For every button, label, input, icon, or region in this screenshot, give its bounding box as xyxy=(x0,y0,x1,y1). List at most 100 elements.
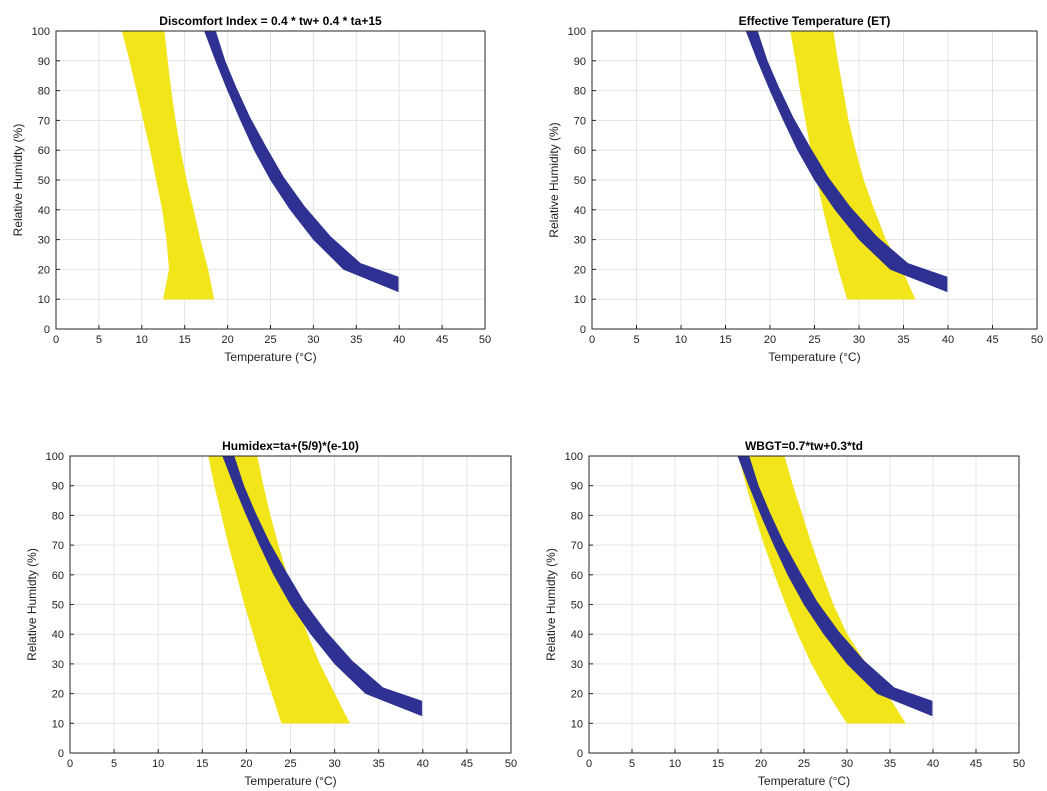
x-tick-label: 40 xyxy=(942,334,954,346)
y-tick-label: 60 xyxy=(571,570,583,582)
x-tick-label: 15 xyxy=(196,758,208,770)
y-tick-label: 90 xyxy=(38,56,50,68)
comfort-band-yellow xyxy=(208,455,351,724)
chart-panel-4: 0 5 10 15 20 25 30 35 40 45 50 0 10 20 30 40 50 60 70 80 90 1… xyxy=(544,439,1025,788)
x-tick-label: 50 xyxy=(1031,334,1043,346)
y-tick-label: 80 xyxy=(38,86,50,98)
y-tick-label: 70 xyxy=(38,115,50,127)
y-tick-label: 90 xyxy=(571,481,583,493)
x-tick-label: 25 xyxy=(264,334,276,346)
y-axis-label: Relative Humidty (%) xyxy=(11,124,25,237)
y-tick-label: 10 xyxy=(38,294,50,306)
y-tick-label: 100 xyxy=(32,26,50,38)
x-tick-label: 30 xyxy=(307,334,319,346)
y-tick-label: 40 xyxy=(38,205,50,217)
y-tick-label: 60 xyxy=(574,145,586,157)
y-tick-label: 0 xyxy=(58,748,64,760)
y-tick-label: 40 xyxy=(571,629,583,641)
chart-title: Discomfort Index = 0.4 * tw+ 0.4 * ta+15 xyxy=(159,14,382,28)
x-axis-label: Temperature (°C) xyxy=(758,774,850,788)
x-tick-label: 0 xyxy=(67,758,73,770)
chart-panel-3: 0 5 10 15 20 25 30 35 40 45 50 0 10 20 30 40 50 60 70 80 90 1… xyxy=(25,439,517,788)
x-tick-label: 10 xyxy=(152,758,164,770)
y-axis-label: Relative Humidty (%) xyxy=(25,548,39,661)
y-tick-label: 70 xyxy=(52,540,64,552)
x-tick-label: 0 xyxy=(589,334,595,346)
y-tick-label: 10 xyxy=(571,718,583,730)
comfort-band-yellow xyxy=(121,30,215,300)
y-tick-label: 70 xyxy=(571,540,583,552)
y-axis-label: Relative Humidty (%) xyxy=(544,548,558,661)
x-tick-label: 10 xyxy=(675,334,687,346)
y-tick-label: 0 xyxy=(44,324,50,336)
x-tick-label: 20 xyxy=(240,758,252,770)
x-tick-label: 5 xyxy=(96,334,102,346)
y-tick-label: 80 xyxy=(574,86,586,98)
chart-title: Humidex=ta+(5/9)*(e-10) xyxy=(222,439,359,453)
y-tick-label: 50 xyxy=(574,175,586,187)
x-tick-label: 25 xyxy=(808,334,820,346)
x-tick-label: 35 xyxy=(884,758,896,770)
y-tick-label: 50 xyxy=(38,175,50,187)
y-tick-label: 80 xyxy=(52,510,64,522)
x-tick-label: 25 xyxy=(798,758,810,770)
y-tick-label: 20 xyxy=(574,264,586,276)
y-tick-label: 80 xyxy=(571,510,583,522)
x-tick-label: 35 xyxy=(350,334,362,346)
x-tick-label: 15 xyxy=(719,334,731,346)
x-tick-label: 10 xyxy=(136,334,148,346)
y-tick-label: 60 xyxy=(38,145,50,157)
x-tick-label: 35 xyxy=(897,334,909,346)
x-tick-label: 30 xyxy=(853,334,865,346)
y-tick-label: 60 xyxy=(52,570,64,582)
chart-panel-1: 0 5 10 15 20 25 30 35 40 45 50 0 10 20 30 40 50 60 70 80 90 1… xyxy=(11,14,491,364)
y-tick-label: 30 xyxy=(38,235,50,247)
chart-title: WBGT=0.7*tw+0.3*td xyxy=(745,439,863,453)
y-tick-label: 10 xyxy=(52,718,64,730)
x-tick-label: 20 xyxy=(764,334,776,346)
x-tick-label: 25 xyxy=(284,758,296,770)
x-tick-label: 5 xyxy=(111,758,117,770)
y-axis-label: Relative Humidity (%) xyxy=(547,122,561,237)
y-tick-label: 20 xyxy=(38,264,50,276)
y-tick-label: 30 xyxy=(52,659,64,671)
y-tick-label: 30 xyxy=(571,659,583,671)
comfort-band-blue xyxy=(222,455,423,717)
y-tick-label: 100 xyxy=(568,26,586,38)
x-tick-label: 40 xyxy=(393,334,405,346)
x-axis-label: Temperature (°C) xyxy=(768,350,860,364)
y-tick-label: 70 xyxy=(574,115,586,127)
y-tick-label: 20 xyxy=(571,689,583,701)
y-tick-label: 50 xyxy=(52,600,64,612)
x-tick-label: 40 xyxy=(417,758,429,770)
y-tick-label: 40 xyxy=(52,629,64,641)
x-tick-label: 0 xyxy=(586,758,592,770)
x-tick-label: 40 xyxy=(927,758,939,770)
y-tick-label: 100 xyxy=(565,451,583,463)
comfort-band-yellow xyxy=(790,30,916,300)
x-tick-label: 50 xyxy=(479,334,491,346)
y-tick-label: 90 xyxy=(52,481,64,493)
x-tick-label: 50 xyxy=(1013,758,1025,770)
x-tick-label: 45 xyxy=(436,334,448,346)
x-tick-label: 45 xyxy=(461,758,473,770)
y-tick-label: 0 xyxy=(580,324,586,336)
y-tick-label: 0 xyxy=(577,748,583,760)
x-tick-label: 45 xyxy=(986,334,998,346)
x-tick-label: 20 xyxy=(221,334,233,346)
comfort-band-yellow xyxy=(738,455,906,724)
x-tick-label: 15 xyxy=(179,334,191,346)
y-tick-label: 90 xyxy=(574,56,586,68)
y-tick-label: 50 xyxy=(571,600,583,612)
y-tick-label: 20 xyxy=(52,689,64,701)
x-tick-label: 5 xyxy=(629,758,635,770)
y-tick-label: 30 xyxy=(574,235,586,247)
x-tick-label: 30 xyxy=(328,758,340,770)
x-tick-label: 5 xyxy=(633,334,639,346)
x-axis-label: Temperature (°C) xyxy=(244,774,336,788)
y-tick-label: 10 xyxy=(574,294,586,306)
comfort-band-blue xyxy=(737,455,933,717)
chart-panel-2: 0 5 10 15 20 25 30 35 40 45 50 0 10 20 30 40 50 60 70 80 90 1… xyxy=(547,14,1043,364)
comfort-band-blue xyxy=(204,30,399,293)
